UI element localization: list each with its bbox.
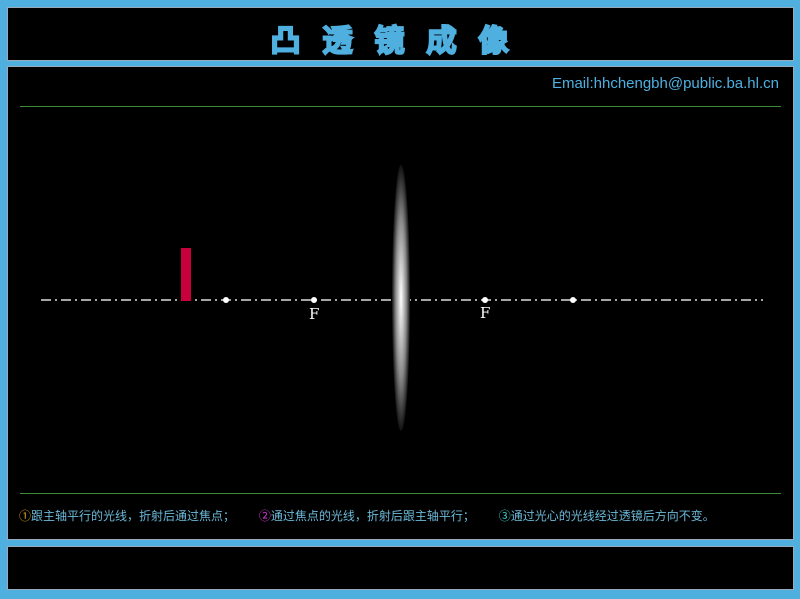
- rule-text: 通过光心的光线经过透镜后方向不变。: [510, 509, 715, 523]
- divider-top: [20, 106, 781, 107]
- focus-label-right: F: [480, 304, 491, 322]
- rule-text: 通过焦点的光线，折射后跟主轴平行；: [270, 509, 475, 523]
- rule-2: ②通过焦点的光线，折射后跟主轴平行；: [259, 509, 475, 523]
- rule-marker: ③: [498, 509, 511, 523]
- focus-label-left: F: [309, 305, 320, 323]
- focus-point-right: [482, 297, 488, 303]
- email-text: Email:hhchengbh@public.ba.hl.cn: [551, 75, 779, 92]
- 2f-point-left: [223, 297, 229, 303]
- optics-stage: [41, 165, 763, 431]
- focus-point-left: [311, 297, 317, 303]
- page-title: 凸透镜成像: [270, 23, 531, 60]
- object-candle[interactable]: [181, 248, 191, 301]
- title-bar: 凸透镜成像: [7, 7, 794, 61]
- rule-marker: ②: [258, 509, 271, 523]
- convex-lens[interactable]: [392, 165, 410, 431]
- rule-text: 跟主轴平行的光线，折射后通过焦点；: [31, 509, 236, 523]
- 2f-point-right: [570, 297, 576, 303]
- simulation-panel: Email:hhchengbh@public.ba.hl.cn F F ①跟主轴…: [7, 66, 794, 540]
- rule-3: ③通过光心的光线经过透镜后方向不变。: [499, 509, 715, 523]
- rules-list: ①跟主轴平行的光线，折射后通过焦点； ②通过焦点的光线，折射后跟主轴平行； ③通…: [19, 507, 715, 524]
- rule-marker: ①: [19, 509, 32, 523]
- rule-1: ①跟主轴平行的光线，折射后通过焦点；: [19, 509, 235, 523]
- footer-panel: [7, 546, 794, 590]
- divider-bottom: [20, 493, 781, 494]
